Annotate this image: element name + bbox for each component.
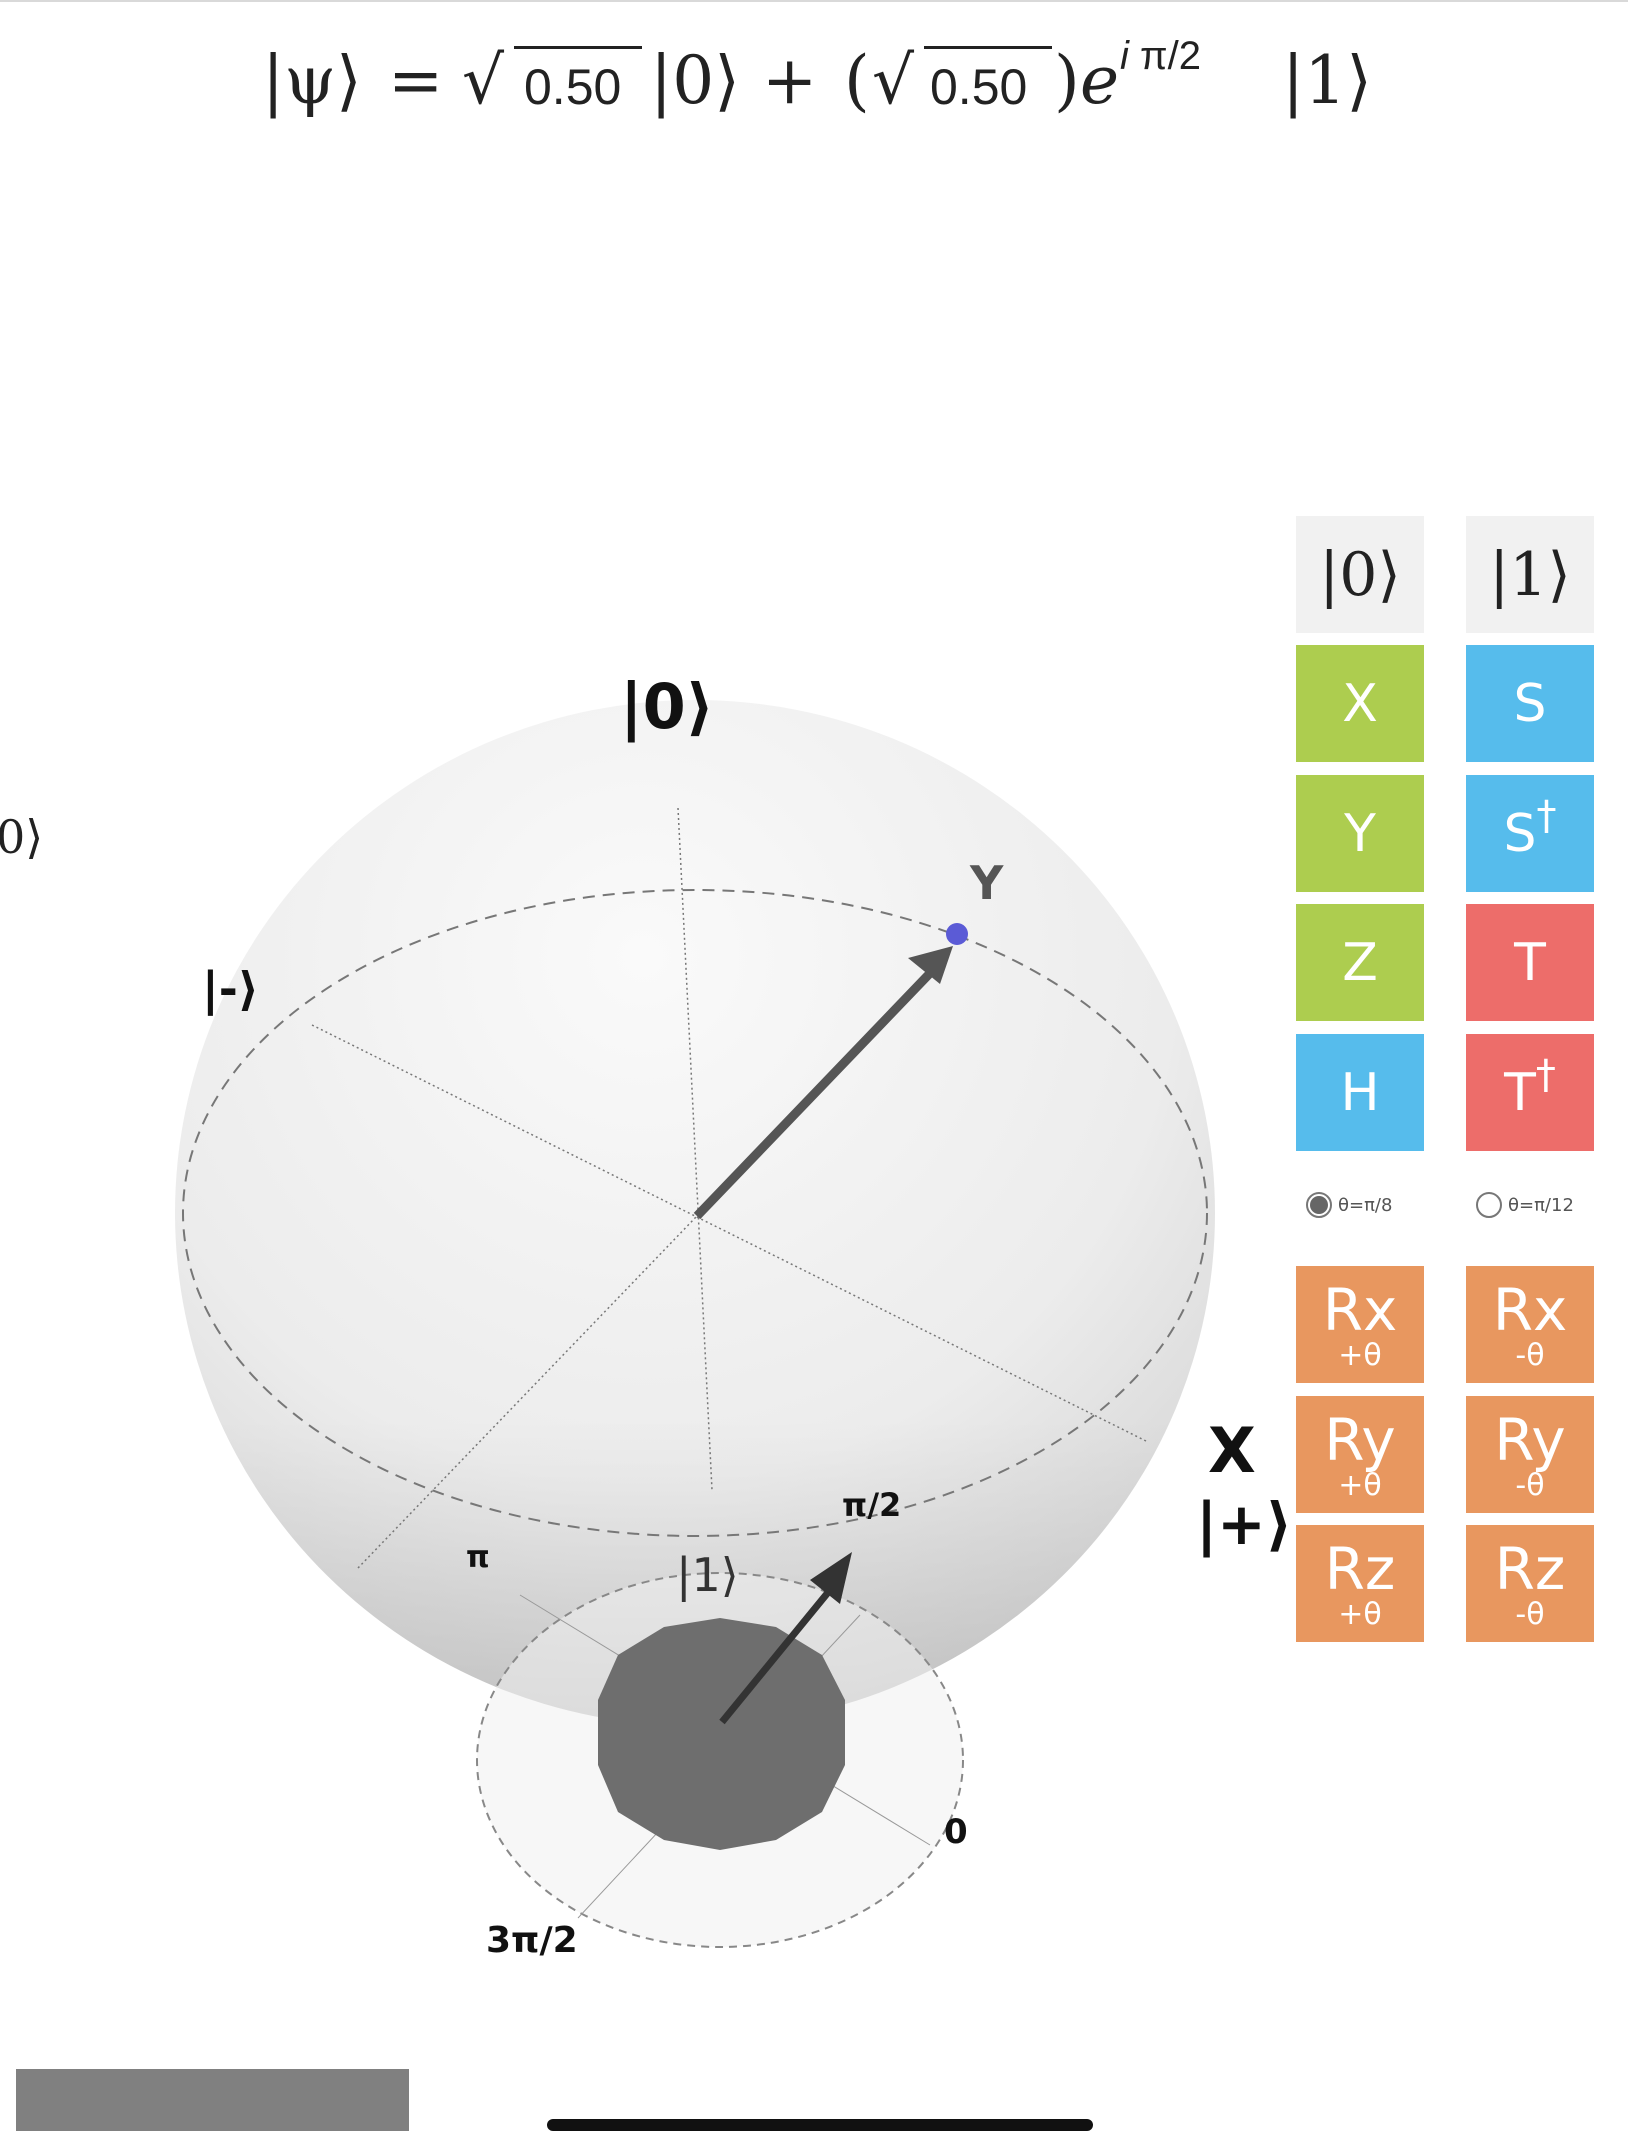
- sphere-equator: [182, 889, 1208, 1537]
- theta-pi-12-radio-dot[interactable]: [1476, 1192, 1502, 1218]
- x-gate-button[interactable]: X: [1296, 645, 1424, 762]
- label-minus-ket: |-⟩: [202, 962, 259, 1016]
- sqrt-bar-1: [924, 46, 1052, 49]
- s-dagger-gate-label: S: [1503, 803, 1537, 864]
- phase-label-pi-half: π/2: [842, 1486, 902, 1524]
- state-vector-head: [908, 946, 953, 984]
- h-gate-button[interactable]: H: [1296, 1034, 1424, 1151]
- exponent-phase: π/2: [1140, 34, 1201, 78]
- rx-plus-sub: +θ: [1338, 1337, 1382, 1373]
- bottom-gray-bar[interactable]: [16, 2069, 409, 2131]
- reset-zero-label: |0⟩: [1319, 539, 1401, 610]
- reset-one-button[interactable]: |1⟩: [1466, 516, 1594, 633]
- rx-minus-sub: -θ: [1515, 1337, 1545, 1373]
- t-dagger-gate-button[interactable]: T †: [1466, 1034, 1594, 1151]
- rz-plus-button[interactable]: Rz +θ: [1296, 1525, 1424, 1642]
- rz-minus-label: Rz: [1494, 1534, 1566, 1603]
- amplitude-one: 0.50: [930, 59, 1028, 115]
- theta-pi-12-radio[interactable]: θ=π/12: [1476, 1185, 1574, 1225]
- label-y-axis: Y: [970, 856, 1004, 910]
- reset-one-label: |1⟩: [1489, 539, 1571, 610]
- phase-label-pi: π: [466, 1540, 490, 1575]
- phase-vector: [719, 1587, 833, 1725]
- sqrt-sign-0: √: [462, 42, 505, 119]
- x-axis-line: [311, 1024, 1149, 1443]
- label-plus-ket: |+⟩: [1196, 1490, 1293, 1558]
- phase-center-shape: [598, 1618, 845, 1850]
- open-paren: (: [844, 42, 870, 119]
- top-divider: [0, 0, 1628, 2]
- t-dagger-symbol: †: [1535, 1051, 1556, 1098]
- phase-label-zero: 0: [944, 1812, 968, 1852]
- z-axis-line: [677, 807, 713, 1491]
- state-point: [946, 923, 968, 945]
- s-gate-button[interactable]: S: [1466, 645, 1594, 762]
- s-gate-label: S: [1513, 673, 1547, 734]
- h-gate-label: H: [1340, 1062, 1380, 1123]
- rx-minus-label: Rx: [1492, 1275, 1568, 1344]
- psi-ket: |ψ⟩: [262, 42, 362, 119]
- theta-pi-12-label: θ=π/12: [1508, 1194, 1574, 1216]
- bloch-sphere-view[interactable]: |0⟩ 0⟩ |-⟩ Y X |+⟩ |1⟩ π π/2 0 3π/2: [0, 600, 1292, 2040]
- exponent-i: i: [1120, 34, 1129, 78]
- equals-sign: =: [388, 42, 444, 119]
- theta-pi-8-label: θ=π/8: [1338, 1194, 1393, 1216]
- ry-plus-label: Ry: [1324, 1405, 1396, 1474]
- rz-plus-sub: +θ: [1338, 1596, 1382, 1632]
- home-indicator[interactable]: [547, 2119, 1093, 2131]
- z-gate-button[interactable]: Z: [1296, 904, 1424, 1021]
- close-paren: ): [1054, 42, 1080, 119]
- rz-minus-sub: -θ: [1515, 1596, 1545, 1632]
- amplitude-zero: 0.50: [524, 59, 622, 115]
- ry-plus-sub: +θ: [1338, 1467, 1382, 1503]
- label-zero-ket-cut: 0⟩: [0, 810, 44, 864]
- sqrt-sign-1: √: [872, 42, 915, 119]
- euler-e: e: [1080, 42, 1120, 119]
- x-gate-label: X: [1342, 673, 1378, 734]
- y-gate-label: Y: [1344, 803, 1376, 864]
- t-dagger-gate-label: T: [1504, 1062, 1536, 1123]
- state-equation: |ψ⟩ = √ 0.50 |0⟩ + ( √ 0.50 ) e i π/2 |1…: [262, 20, 1402, 130]
- plus-sign: +: [762, 42, 818, 119]
- bloch-sphere-canvas[interactable]: [0, 600, 1260, 2040]
- label-x-axis: X: [1208, 1414, 1256, 1487]
- label-zero-ket: |0⟩: [620, 670, 715, 743]
- rx-plus-button[interactable]: Rx +θ: [1296, 1266, 1424, 1383]
- theta-pi-8-radio-dot[interactable]: [1306, 1192, 1332, 1218]
- t-gate-label: T: [1514, 932, 1546, 993]
- rx-minus-button[interactable]: Rx -θ: [1466, 1266, 1594, 1383]
- ry-minus-label: Ry: [1494, 1405, 1566, 1474]
- y-gate-button[interactable]: Y: [1296, 775, 1424, 892]
- s-dagger-symbol: †: [1536, 792, 1557, 839]
- theta-pi-8-radio[interactable]: θ=π/8: [1306, 1185, 1392, 1225]
- ket-zero: |0⟩: [650, 42, 740, 119]
- sqrt-bar-0: [514, 46, 642, 49]
- phase-label-three-pi-half: 3π/2: [486, 1920, 578, 1961]
- state-vector: [693, 965, 938, 1220]
- s-dagger-gate-button[interactable]: S †: [1466, 775, 1594, 892]
- rz-minus-button[interactable]: Rz -θ: [1466, 1525, 1594, 1642]
- rz-plus-label: Rz: [1324, 1534, 1396, 1603]
- ket-one: |1⟩: [1282, 42, 1372, 119]
- t-gate-button[interactable]: T: [1466, 904, 1594, 1021]
- phase-vector-head: [810, 1552, 852, 1604]
- label-one-ket: |1⟩: [676, 1548, 739, 1602]
- rx-plus-label: Rx: [1322, 1275, 1398, 1344]
- y-axis-line: [357, 1216, 697, 1569]
- ry-plus-button[interactable]: Ry +θ: [1296, 1396, 1424, 1513]
- z-gate-label: Z: [1342, 932, 1378, 993]
- reset-zero-button[interactable]: |0⟩: [1296, 516, 1424, 633]
- ry-minus-sub: -θ: [1515, 1467, 1545, 1503]
- ry-minus-button[interactable]: Ry -θ: [1466, 1396, 1594, 1513]
